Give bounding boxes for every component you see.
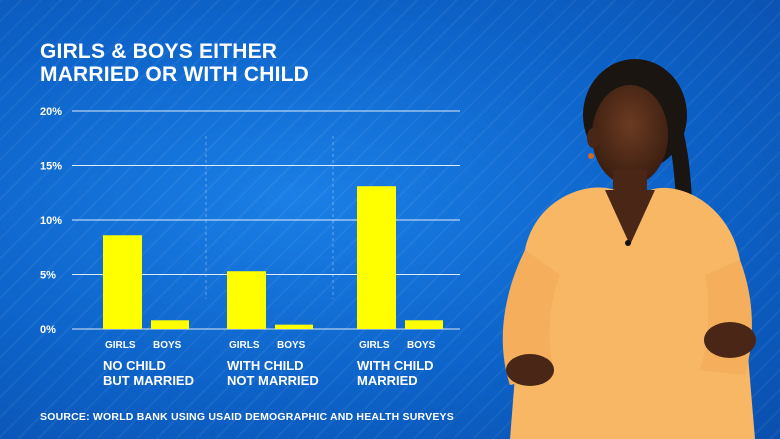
category-label: BOYS <box>153 340 182 351</box>
group-label-line: WITH CHILD <box>357 358 434 373</box>
group-label-line: NOT MARRIED <box>227 373 319 388</box>
group-label-line: NO CHILD <box>103 358 166 373</box>
group-label-line: BUT MARRIED <box>103 373 194 388</box>
category-label: GIRLS <box>359 340 390 351</box>
y-tick-label: 10% <box>40 215 62 227</box>
chart-title-line-1: GIRLS & BOYS EITHER <box>40 40 278 63</box>
bar-boys-group-2 <box>275 324 313 329</box>
category-label: GIRLS <box>229 340 260 351</box>
category-label: GIRLS <box>105 340 136 351</box>
group-label-line: WITH CHILD <box>227 358 304 373</box>
bar-girls-group-2 <box>227 271 266 329</box>
category-label: BOYS <box>277 340 306 351</box>
presenter-image <box>502 59 756 439</box>
source-note: SOURCE: WORLD BANK USING USAID DEMOGRAPH… <box>40 411 454 423</box>
group-label-line: MARRIED <box>357 373 418 388</box>
bar-boys-group-1 <box>151 320 189 329</box>
bar-girls-group-3 <box>357 186 396 329</box>
y-tick-label: 5% <box>40 270 56 282</box>
category-label: BOYS <box>407 340 436 351</box>
chart-title-line-2: MARRIED OR WITH CHILD <box>40 63 310 86</box>
y-tick-label: 15% <box>40 161 62 173</box>
y-tick-label: 20% <box>40 106 62 118</box>
chart-title: GIRLS & BOYS EITHER MARRIED OR WITH CHIL… <box>40 40 370 86</box>
bar-boys-group-3 <box>405 320 443 329</box>
y-tick-label: 0% <box>40 324 56 336</box>
bar-girls-group-1 <box>103 235 142 329</box>
